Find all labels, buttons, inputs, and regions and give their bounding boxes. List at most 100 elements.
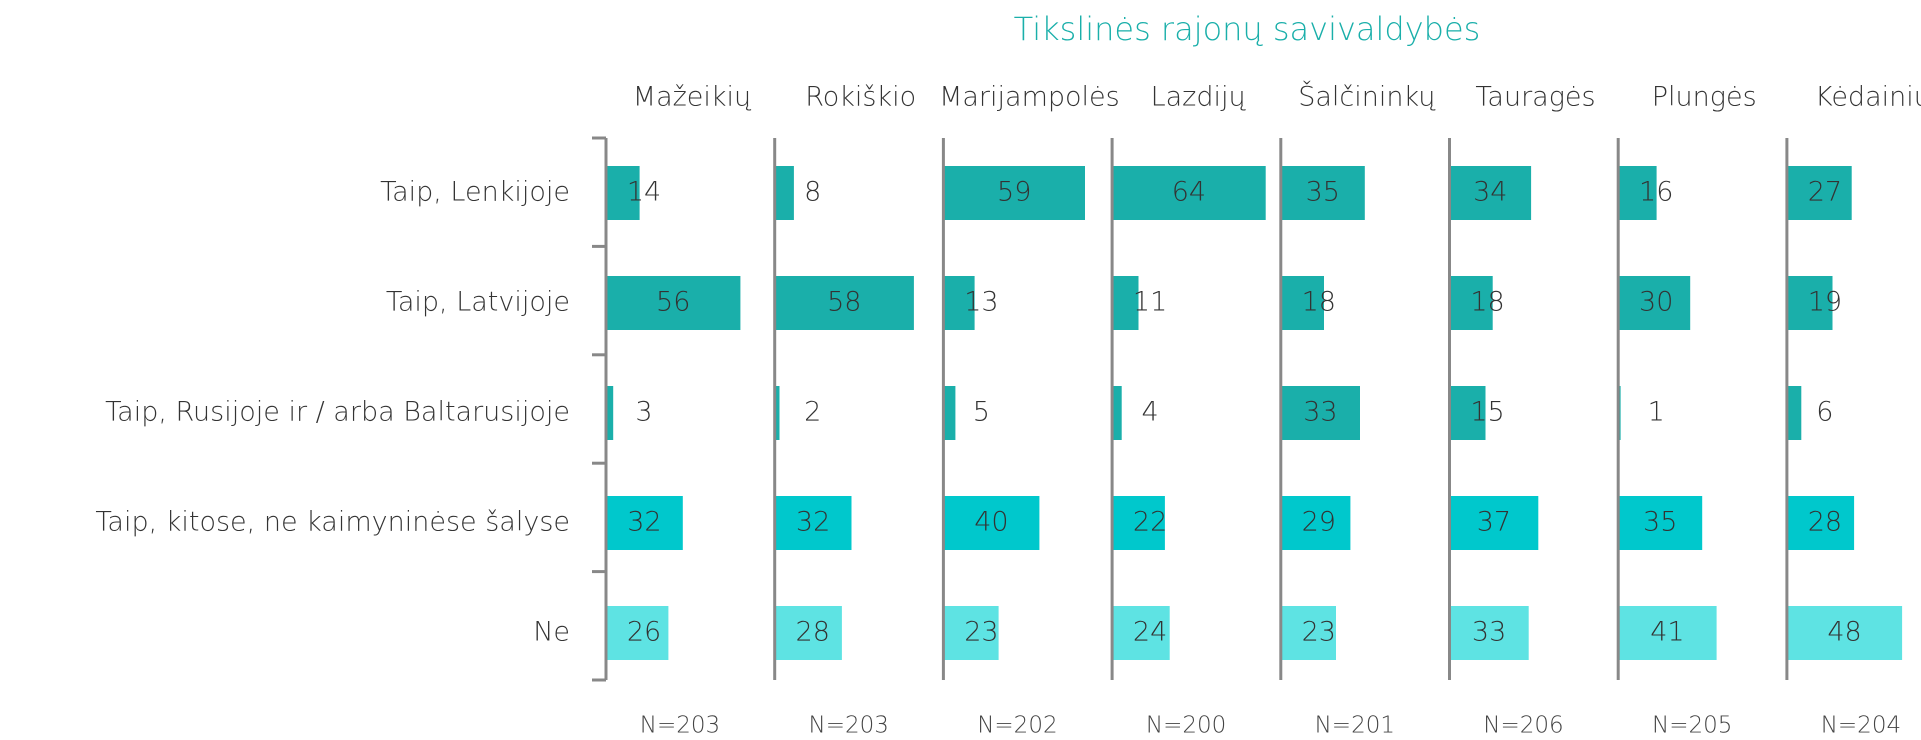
panel-label: Plungės (1652, 82, 1757, 113)
value-label: 8 (804, 177, 821, 208)
bar (1112, 496, 1165, 550)
value-label: 15 (1470, 397, 1504, 428)
value-label: 22 (1133, 507, 1167, 538)
value-label: 32 (796, 507, 830, 538)
category-label: Taip, Rusijoje ir / arba Baltarusijoje (105, 397, 570, 428)
value-label: 18 (1470, 287, 1504, 318)
value-label: 34 (1473, 177, 1507, 208)
sample-size: N=205 (1652, 713, 1732, 739)
bar (943, 166, 1085, 220)
bar (1618, 606, 1717, 660)
value-label: 28 (1808, 507, 1842, 538)
bar (1618, 496, 1703, 550)
category-label: Taip, Latvijoje (386, 287, 570, 318)
bar (1449, 276, 1493, 330)
value-label: 33 (1303, 397, 1337, 428)
sample-size: N=200 (1146, 713, 1226, 739)
value-label: 6 (1816, 397, 1833, 428)
bar (1280, 386, 1360, 440)
sample-size: N=203 (809, 713, 889, 739)
value-label: 24 (1133, 617, 1167, 648)
bar (774, 496, 852, 550)
sample-size: N=203 (640, 713, 720, 739)
sample-size: N=202 (977, 713, 1057, 739)
bar (1449, 166, 1532, 220)
value-label: 13 (964, 287, 998, 318)
bar (606, 276, 741, 330)
category-label: Ne (533, 617, 570, 648)
bar (943, 276, 975, 330)
value-label: 29 (1302, 507, 1336, 538)
panel-label: Rokiškio (805, 82, 916, 113)
bar (1112, 166, 1266, 220)
bar (1449, 496, 1539, 550)
bar (943, 386, 956, 440)
bar (1280, 606, 1336, 660)
value-label: 23 (964, 617, 998, 648)
panel-label: Kėdainių (1815, 82, 1921, 113)
value-label: 5 (973, 397, 990, 428)
panel-label: Mažeikių (633, 82, 752, 113)
value-label: 1 (1648, 397, 1665, 428)
bar (1112, 386, 1122, 440)
value-label: 27 (1808, 177, 1842, 208)
value-label: 4 (1142, 397, 1159, 428)
sample-size: N=204 (1821, 713, 1901, 739)
value-label: 3 (635, 397, 652, 428)
bar (606, 166, 640, 220)
sample-size: N=206 (1483, 713, 1563, 739)
category-label: Taip, Lenkijoje (380, 177, 570, 208)
value-label: 16 (1639, 177, 1673, 208)
bar (1449, 386, 1486, 440)
value-label: 30 (1639, 287, 1673, 318)
value-label: 32 (627, 507, 661, 538)
value-label: 28 (796, 617, 830, 648)
bar (1786, 166, 1852, 220)
chart-title: Tikslinės rajonų savivaldybės (1014, 10, 1481, 48)
bar (1786, 276, 1833, 330)
value-label: 2 (804, 397, 821, 428)
value-label: 19 (1808, 287, 1842, 318)
bar (1449, 606, 1529, 660)
value-label: 11 (1133, 287, 1167, 318)
bar (774, 276, 914, 330)
bar (774, 386, 780, 440)
panel-label: Šalčininkų (1298, 81, 1436, 113)
panel-label: Lazdijų (1151, 82, 1247, 113)
value-label: 35 (1306, 177, 1340, 208)
bar (1618, 166, 1657, 220)
value-label: 18 (1302, 287, 1336, 318)
value-label: 33 (1472, 617, 1506, 648)
value-label: 26 (627, 617, 661, 648)
value-label: 41 (1650, 617, 1684, 648)
sample-size: N=201 (1315, 713, 1395, 739)
bar (1786, 496, 1855, 550)
bar (606, 606, 669, 660)
bar (774, 166, 794, 220)
bar (943, 606, 999, 660)
bar (1280, 496, 1351, 550)
bar (1280, 166, 1365, 220)
bar (1786, 386, 1802, 440)
value-label: 35 (1643, 507, 1677, 538)
panel-label: Tauragės (1475, 82, 1595, 113)
value-label: 58 (827, 287, 861, 318)
value-label: 37 (1477, 507, 1511, 538)
bar (606, 386, 614, 440)
value-label: 14 (627, 177, 661, 208)
value-label: 23 (1302, 617, 1336, 648)
bar (1786, 606, 1903, 660)
bar (1618, 276, 1691, 330)
bar (774, 606, 842, 660)
bar (1112, 276, 1139, 330)
category-label: Taip, kitose, ne kaimyninėse šalyse (95, 507, 570, 538)
panel-label: Marijampolės (939, 82, 1120, 113)
value-label: 59 (997, 177, 1031, 208)
bar (606, 496, 683, 550)
bar (1280, 276, 1324, 330)
bar (943, 496, 1040, 550)
value-label: 64 (1172, 177, 1206, 208)
value-label: 40 (974, 507, 1008, 538)
value-label: 48 (1827, 617, 1861, 648)
